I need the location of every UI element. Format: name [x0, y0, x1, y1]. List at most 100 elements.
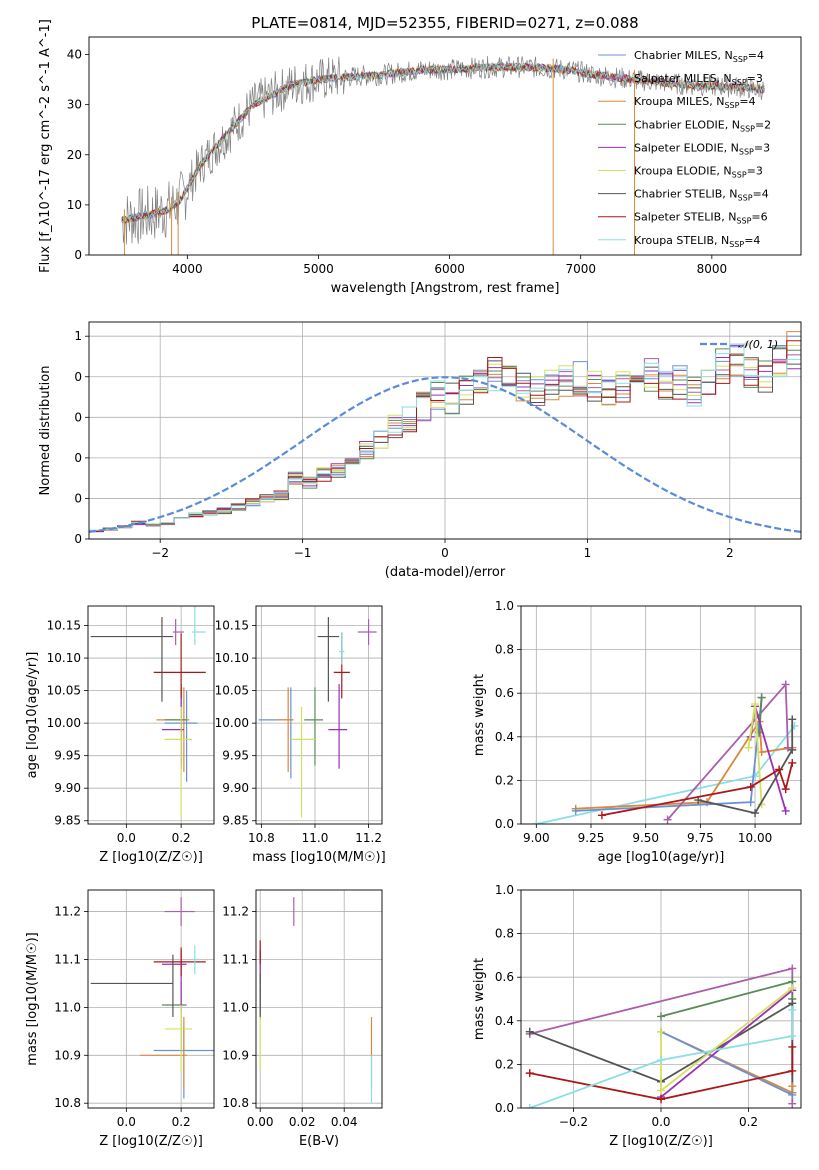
axes-frame	[520, 889, 802, 1109]
x-tick-label: 0.00	[247, 1115, 274, 1129]
x-axis-label: (data-model)/error	[385, 565, 506, 580]
x-tick-label: 0.2	[172, 831, 191, 845]
plot-area	[89, 331, 801, 533]
legend-entry: Chabrier ELODIE, NSSP=2	[634, 118, 771, 133]
marker-plus	[788, 1099, 797, 1108]
y-tick-label: 0.2	[495, 1057, 514, 1071]
legend-tail: =2	[755, 118, 771, 131]
x-tick-label: 9.25	[578, 831, 605, 845]
x-tick-label: 11.0	[302, 831, 329, 845]
x-tick-label: −0.2	[559, 1115, 588, 1129]
normal-curve	[89, 376, 801, 533]
y-tick-label: 10.8	[54, 1096, 81, 1110]
y-tick-label: 11.1	[54, 952, 81, 966]
x-tick-label: 7000	[565, 262, 596, 276]
axes-frame	[87, 605, 215, 825]
marker-plus	[532, 820, 541, 824]
marker-plus	[746, 798, 755, 807]
mass-weight-line	[758, 697, 763, 733]
legend-entry: Kroupa MILES, NSSP=4	[634, 95, 756, 110]
axes-frame	[255, 605, 383, 825]
mass-weight-line	[529, 1047, 794, 1101]
y-axis-label: mass weight	[472, 674, 487, 756]
x-tick-label: 6000	[434, 262, 465, 276]
marker-plus	[751, 809, 760, 818]
marker-plus	[788, 1082, 797, 1091]
mass-weight-line	[575, 697, 763, 812]
mass-weight-line	[697, 719, 794, 815]
marker-plus	[751, 772, 760, 781]
plot-area	[525, 964, 797, 1108]
x-axis-label: age [log10(age/yr)]	[598, 850, 725, 865]
legend-text: Chabrier MILES, N	[634, 49, 733, 62]
y-tick-label: 0	[74, 491, 82, 505]
y-axis-label: mass weight	[472, 958, 487, 1040]
marker-plus	[757, 693, 766, 702]
histogram-step-line	[89, 340, 801, 532]
marker-plus	[657, 1056, 665, 1065]
y-tick-label: 0	[74, 248, 82, 262]
marker-plus	[788, 1090, 797, 1099]
y-tick-label: 0.6	[495, 970, 514, 984]
legend-tail: =3	[747, 165, 763, 178]
legend-tail: =4	[744, 234, 760, 247]
mass-weight-line	[660, 989, 793, 1098]
x-tick-label: 0.2	[172, 1115, 191, 1129]
marker-plus	[775, 765, 784, 774]
y-tick-label: 11.0	[222, 1000, 249, 1014]
y-tick-label: 9.90	[54, 781, 81, 795]
x-axis-label: Z [log10(Z/Z☉)]	[99, 850, 203, 865]
marker-plus	[788, 1042, 797, 1051]
axes-frame	[88, 36, 802, 256]
legend-text: Chabrier ELODIE, N	[634, 118, 740, 131]
plot-area	[90, 897, 214, 1099]
x-tick-label: 11.2	[355, 831, 382, 845]
y-tick-label: 10.10	[215, 651, 249, 665]
marker-plus	[571, 806, 580, 815]
y-tick-label: 0	[74, 451, 82, 465]
y-tick-label: 40	[67, 48, 82, 62]
x-tick-label: 0.02	[289, 1115, 316, 1129]
y-axis-label: Normed distribution	[38, 366, 53, 496]
y-axis-label: age [log10(age/yr)]	[25, 652, 40, 779]
y-tick-label: 0.2	[495, 773, 514, 787]
legend-sub: SSP	[733, 55, 748, 64]
histogram-step-line	[89, 348, 801, 532]
y-axis-label: Flux [f_λ10^-17 erg cm^-2 s^-1 A^-1]	[38, 19, 53, 273]
y-tick-label: 0.4	[495, 1014, 514, 1028]
x-tick-label: 9.50	[632, 831, 659, 845]
x-tick-label: 0.0	[651, 1115, 670, 1129]
y-tick-label: 10.9	[54, 1048, 81, 1062]
legend-entry: 𝒩(0, 1)	[738, 338, 778, 351]
panel-age-vs-mass: 10.8 11.0 11.2 9.85 9.90 9.95 10.00 10.05 10.10 1…	[215, 605, 386, 865]
legend-text: Kroupa ELODIE, N	[634, 165, 732, 178]
marker-plus	[751, 700, 760, 709]
model-spectrum-line	[121, 62, 765, 223]
plot-area	[258, 617, 377, 818]
legend-sub: SSP	[738, 194, 753, 203]
x-axis-label: Z [log10(Z/Z☉)]	[99, 1134, 203, 1149]
marker-plus	[781, 785, 790, 794]
legend-entry: Salpeter ELODIE, NSSP=3	[634, 141, 770, 156]
marker-plus	[525, 1069, 534, 1078]
marker-plus	[788, 1066, 797, 1075]
plot-area	[259, 897, 373, 1104]
histogram-step-line	[89, 343, 801, 531]
y-tick-label: 0.0	[495, 1101, 514, 1115]
y-tick-label: 0	[74, 410, 82, 424]
marker-plus	[663, 815, 672, 824]
y-tick-label: 0.8	[495, 643, 514, 657]
legend-entry: Chabrier STELIB, NSSP=4	[634, 188, 769, 203]
legend-text: Salpeter ELODIE, N	[634, 141, 739, 154]
marker-plus	[788, 1032, 797, 1041]
mass-weight-line	[529, 1009, 794, 1108]
legend-text: Salpeter MILES, N	[634, 72, 732, 85]
marker-plus	[783, 743, 792, 752]
y-tick-label: 10	[67, 198, 82, 212]
marker-plus	[781, 806, 790, 815]
panel-spectrum: 4000 5000 6000 7000 8000 0 10 20 30 40 PLATE=0814,…	[38, 14, 802, 296]
mass-weight-line	[660, 1030, 793, 1096]
x-tick-label: −1	[294, 546, 312, 560]
panel-age-vs-Z: 0.0 0.2 9.85 9.90 9.95 10.00 10.05 10.10 10.15 Z …	[25, 605, 215, 865]
y-tick-label: 0	[74, 532, 82, 546]
